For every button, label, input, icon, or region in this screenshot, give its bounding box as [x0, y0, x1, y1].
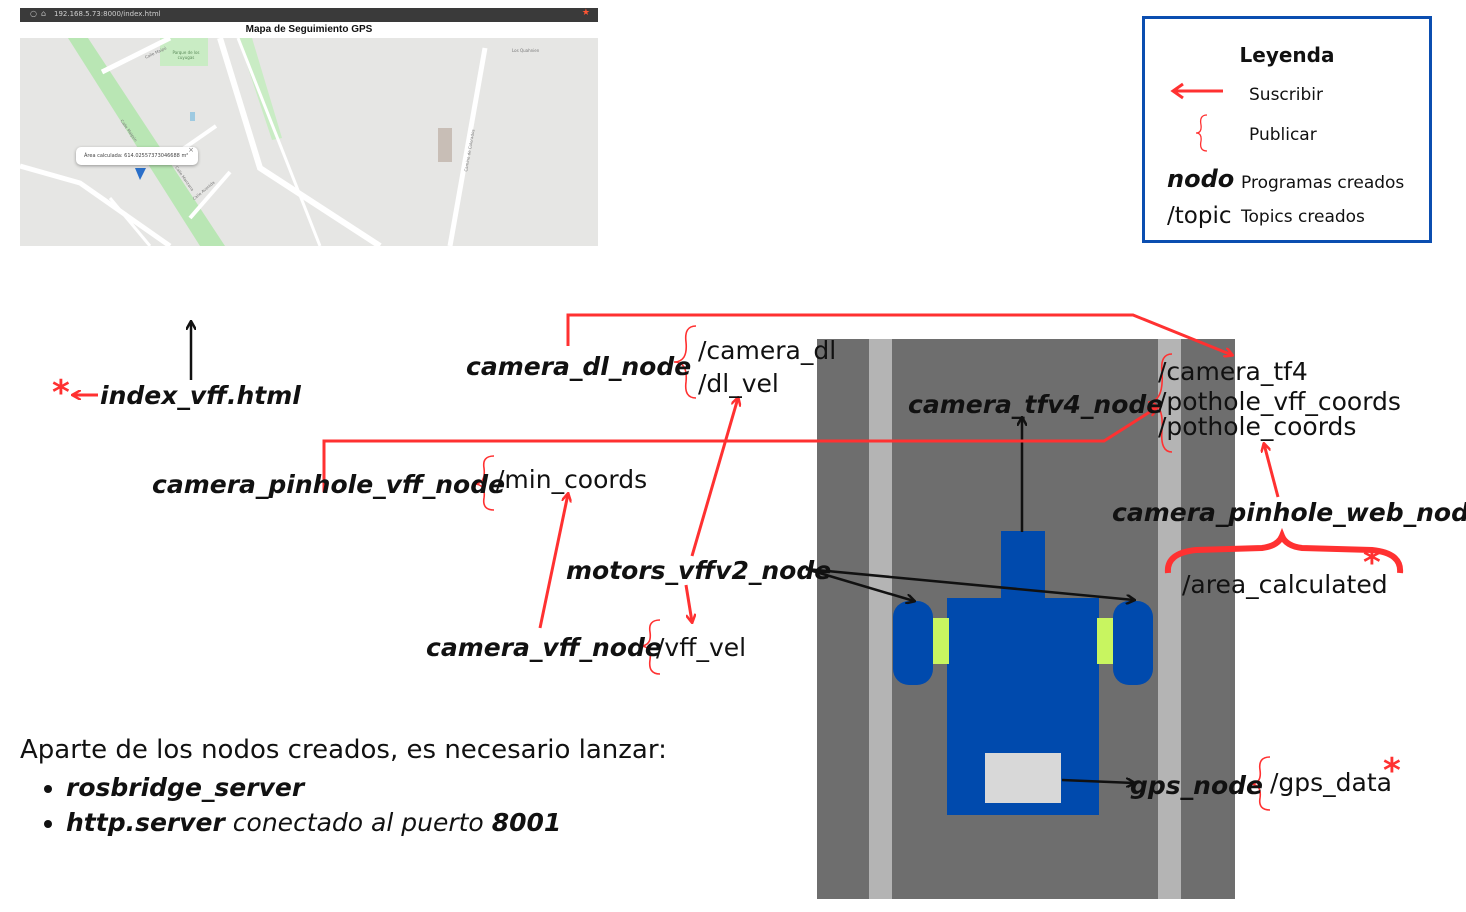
map-marker-icon: [135, 168, 146, 180]
launch-item-port: 8001: [491, 808, 562, 837]
node-camera-pinhole-vff: camera_pinhole_vff_node: [152, 470, 506, 499]
address-bar[interactable]: 192.168.5.73:8000/index.html: [54, 10, 161, 18]
topic-area-calculated: /area_calculated: [1182, 570, 1388, 599]
topic-min-coords: /min_coords: [496, 465, 648, 494]
motors-right-wheel-arrow: [805, 567, 1134, 600]
lane-line-right: [1158, 339, 1181, 899]
lock-icon: ⌂: [41, 9, 47, 18]
map-canvas: [20, 35, 598, 246]
area-popup-text: Área calculada: 614.02557373046688 m²: [84, 153, 189, 159]
launch-list: rosbridge_server http.server conectado a…: [20, 773, 667, 837]
legend-node-term: nodo: [1167, 165, 1235, 193]
launch-note: Aparte de los nodos creados, es necesari…: [20, 735, 667, 843]
legend-node-desc: Programas creados: [1241, 173, 1405, 193]
legend-subscribe: Suscribir: [1249, 85, 1323, 105]
brace-gps: [1249, 756, 1271, 811]
launch-item-rosbridge: rosbridge_server: [66, 773, 305, 802]
launch-item-http-server: http.server: [66, 808, 225, 837]
building: [438, 128, 452, 162]
motors-left-wheel-arrow: [805, 567, 914, 601]
area-popup: Área calculada: 614.02557373046688 m² ×: [76, 146, 198, 165]
wheel-left: [893, 601, 933, 685]
legend-publish: Publicar: [1249, 125, 1317, 145]
shield-icon: ○: [30, 9, 37, 18]
pond: [190, 112, 195, 121]
node-index-html: index_vff.html: [100, 381, 301, 410]
legend-box: Leyenda Suscribir Publicar nodo Programa…: [1142, 16, 1432, 243]
axle-left: [931, 618, 949, 664]
area-marker-star: *: [1363, 543, 1381, 583]
legend-title: Leyenda: [1239, 43, 1335, 67]
brace-tfv4: [1147, 353, 1173, 453]
node-camera-vff: camera_vff_node: [426, 633, 662, 662]
place-label: Los Quahnien: [512, 48, 540, 53]
topic-pothole-coords: /pothole_coords: [1158, 412, 1357, 441]
motors-to-dl-vel-arrow: [690, 398, 738, 557]
map-title: Mapa de Seguimiento GPS: [20, 22, 598, 38]
launch-item-desc: conectado al puerto: [232, 808, 484, 837]
gps-map-screenshot: ○ ⌂ 192.168.5.73:8000/index.html ★ Mapa …: [20, 8, 598, 246]
brace-pinhole-vff: [473, 455, 495, 511]
gps-arrow: [1061, 780, 1134, 783]
gps-marker-star: *: [1383, 751, 1401, 791]
browser-bar: ○ ⌂ 192.168.5.73:8000/index.html ★: [20, 8, 598, 22]
subscribe-arrow-icon: [1170, 82, 1223, 100]
bookmark-star-icon[interactable]: ★: [581, 8, 590, 18]
topic-dl-vel: /dl_vel: [698, 369, 779, 398]
green-corridor: [68, 38, 225, 246]
brace-vff: [639, 619, 661, 675]
node-camera-pinhole-web: camera_pinhole_web_node: [1112, 498, 1466, 527]
node-gps: gps_node: [1130, 771, 1263, 800]
park-label: Parque de los cuyugas: [172, 50, 200, 60]
topic-camera-tf4: /camera_tf4: [1158, 357, 1308, 386]
web-to-pothole-arrow: [1264, 444, 1280, 498]
topic-pothole-vff-coords: /pothole_vff_coords: [1158, 387, 1401, 416]
launch-item: http.server conectado al puerto 8001: [66, 808, 667, 837]
park-area: [160, 38, 208, 66]
node-camera-tfv4: camera_tfv4_node: [908, 390, 1164, 419]
robot-track: [817, 339, 1235, 899]
launch-note-intro: Aparte de los nodos creados, es necesari…: [20, 735, 667, 765]
motors-to-vff-vel-arrow: [684, 584, 692, 622]
node-motors: motors_vffv2_node: [566, 556, 832, 585]
gps-module: [985, 753, 1061, 803]
axle-right: [1097, 618, 1115, 664]
topic-gps-data: /gps_data: [1270, 768, 1392, 797]
brace-web-node: [1164, 527, 1404, 574]
camera-dl-subscribe-arrow: [566, 313, 1232, 355]
pinhole-vff-subscribe-arrow: [322, 408, 1156, 492]
wheel-right: [1113, 601, 1153, 685]
close-icon[interactable]: ×: [188, 146, 194, 154]
publish-brace-icon: [1195, 114, 1208, 152]
launch-item: rosbridge_server: [66, 773, 667, 802]
brace-camera-dl: [673, 325, 697, 399]
node-camera-dl: camera_dl_node: [466, 352, 692, 381]
topic-camera-dl: /camera_dl: [698, 336, 837, 365]
lane-line-left: [869, 339, 892, 899]
legend-topic-desc: Topics creados: [1241, 207, 1365, 227]
vff-to-min-coords-arrow: [538, 494, 568, 629]
legend-topic-term: /topic: [1167, 203, 1232, 229]
external-marker-star: *: [52, 373, 70, 413]
topic-vff-vel: /vff_vel: [656, 633, 747, 662]
